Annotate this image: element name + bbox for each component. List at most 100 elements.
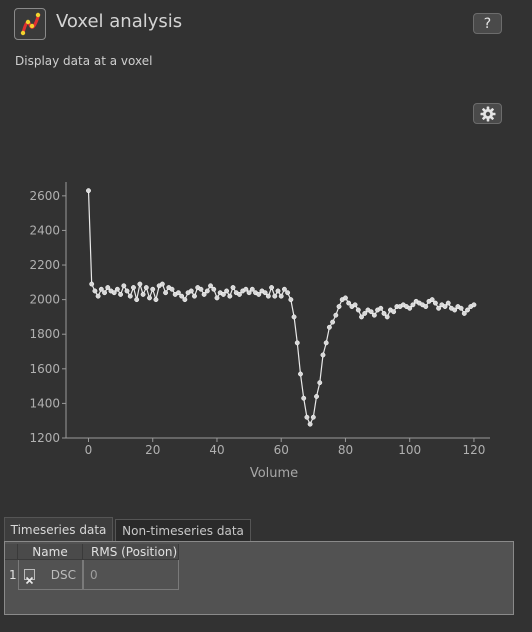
data-point: [378, 305, 384, 311]
data-point: [262, 290, 268, 296]
data-point: [291, 314, 297, 320]
y-tick-label: 2600: [29, 189, 60, 203]
data-point: [211, 286, 217, 292]
data-point: [359, 314, 364, 320]
data-point: [182, 297, 188, 303]
data-point: [362, 311, 368, 316]
data-point: [114, 286, 120, 292]
settings-button[interactable]: [473, 103, 502, 124]
data-point: [192, 293, 197, 299]
data-point: [355, 307, 361, 313]
data-point: [175, 290, 181, 296]
x-tick-label: 120: [462, 443, 485, 457]
data-point: [243, 286, 249, 292]
data-point: [230, 285, 236, 290]
data-point: [208, 283, 213, 289]
data-point: [343, 295, 348, 301]
tab-timeseries-data[interactable]: Timeseries data: [4, 517, 113, 541]
x-tick-label: 60: [274, 443, 289, 457]
data-point: [134, 297, 140, 303]
data-point: [278, 293, 284, 299]
data-point: [317, 380, 323, 386]
data-point: [432, 300, 438, 306]
series-line: [87, 190, 475, 426]
data-point: [249, 286, 255, 292]
data-point: [272, 293, 278, 299]
data-point: [445, 300, 451, 306]
help-button[interactable]: ?: [473, 13, 502, 34]
page-subtitle: Display data at a voxel: [15, 54, 153, 68]
data-point: [159, 281, 165, 287]
checkmark-x-icon: [25, 576, 34, 585]
data-point: [131, 285, 136, 290]
data-point: [188, 288, 194, 294]
data-point: [465, 307, 470, 313]
row-name: DSC: [50, 568, 76, 582]
y-tick-label: 1200: [29, 431, 60, 445]
data-point: [147, 295, 152, 301]
table-corner-header: [5, 544, 18, 560]
gear-icon: [480, 106, 496, 122]
data-point: [86, 188, 91, 194]
data-point: [429, 297, 435, 303]
data-point: [330, 319, 336, 325]
x-tick-label: 0: [85, 443, 93, 457]
y-tick-label: 2200: [29, 258, 60, 272]
data-point: [368, 309, 374, 315]
data-point: [204, 288, 210, 294]
data-point: [265, 293, 271, 299]
data-point: [224, 288, 230, 294]
data-point: [124, 288, 130, 294]
row-number: 1: [9, 568, 17, 582]
data-point: [105, 285, 111, 290]
data-point: [127, 293, 133, 299]
data-point: [307, 421, 313, 427]
chart-axes: [65, 182, 490, 439]
data-point: [281, 286, 287, 292]
data-point: [143, 285, 149, 290]
data-point: [118, 291, 124, 297]
data-point: [137, 281, 143, 287]
x-tick-label: 40: [209, 443, 224, 457]
data-point: [121, 283, 127, 289]
data-point: [452, 307, 458, 313]
data-point: [163, 290, 169, 296]
voxel-analysis-icon: [20, 12, 41, 36]
y-tick-label: 2000: [29, 293, 60, 307]
data-point: [298, 371, 303, 377]
data-point: [320, 352, 326, 358]
tab-non-timeseries-data[interactable]: Non-timeseries data: [115, 519, 251, 541]
data-point: [102, 290, 107, 296]
data-point: [304, 414, 310, 420]
x-axis-label: Volume: [250, 466, 298, 481]
data-point: [95, 293, 101, 299]
data-point: [294, 340, 300, 346]
data-point: [301, 395, 307, 401]
column-header-rms[interactable]: RMS (Position): [83, 544, 179, 560]
data-point: [269, 285, 275, 290]
data-point: [391, 309, 397, 315]
y-tick-label: 1800: [29, 327, 60, 341]
data-point: [89, 281, 95, 287]
data-point: [220, 291, 226, 297]
voxel-timeseries-chart: 1200 1400 1600 1800 2000 2200 2400 2600 0 20 40 60 8…: [29, 182, 490, 481]
data-point: [285, 290, 291, 296]
column-header-name[interactable]: Name: [18, 544, 83, 560]
data-point: [227, 293, 233, 299]
data-point: [371, 312, 377, 318]
data-point: [458, 305, 464, 311]
table-cell-name[interactable]: DSC: [18, 560, 83, 590]
y-tick-label: 2400: [29, 223, 60, 237]
data-point: [150, 286, 156, 292]
row-visibility-checkbox[interactable]: [24, 569, 35, 585]
data-point: [140, 291, 146, 297]
data-point: [237, 291, 242, 297]
table-cell-rms: 0: [83, 560, 179, 590]
app-icon: [14, 8, 46, 40]
data-point: [326, 324, 332, 330]
y-tick-label: 1400: [29, 396, 60, 410]
timeseries-table: Name RMS (Position) 1 DSC 0: [4, 541, 514, 615]
data-point: [98, 286, 104, 292]
data-point: [471, 302, 477, 308]
data-point: [198, 286, 204, 292]
